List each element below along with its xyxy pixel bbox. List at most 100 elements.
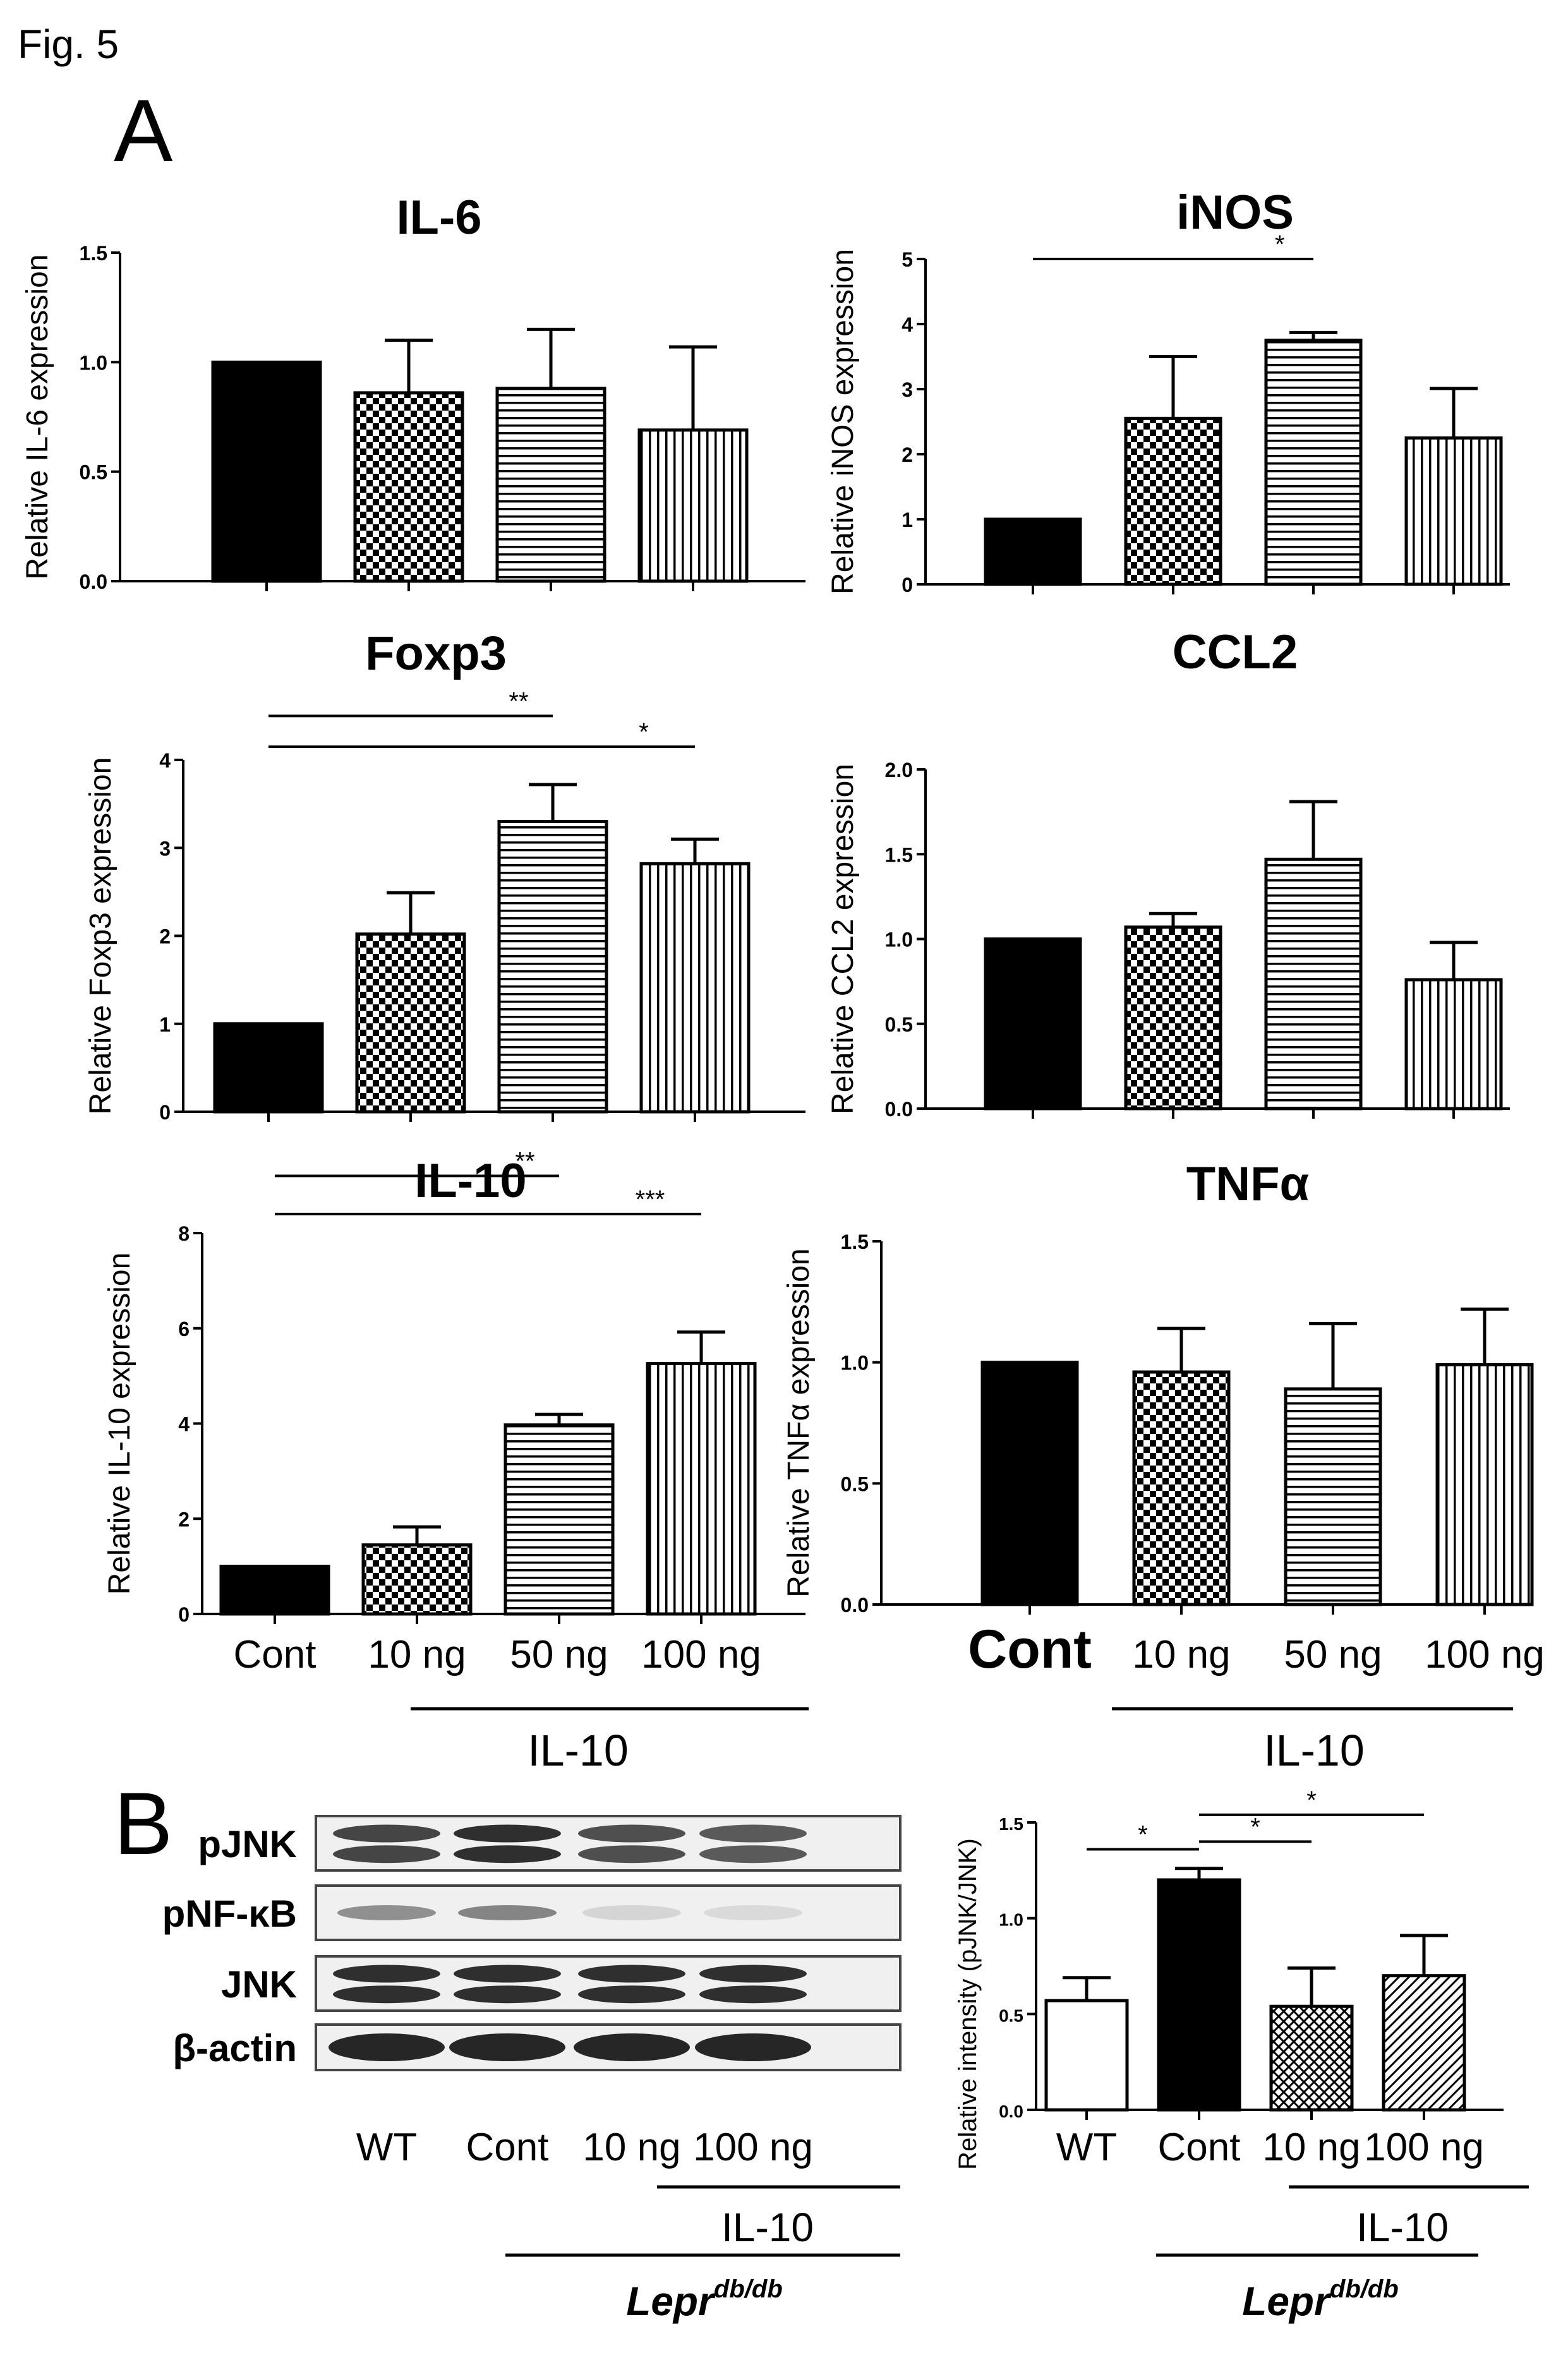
significance-label: *** (636, 1186, 665, 1213)
bar (1264, 857, 1363, 1111)
bar (637, 428, 749, 583)
bar (646, 1362, 757, 1616)
bar (1124, 925, 1222, 1111)
bar (1124, 416, 1222, 586)
blot-band (695, 2033, 811, 2061)
chart-title: IL-6 (396, 191, 481, 244)
category-label: WT (1056, 2126, 1117, 2169)
blot-band (578, 1845, 685, 1863)
quant-genotype-label: Leprdb/db (1242, 2275, 1399, 2324)
y-tick-label: 0 (159, 1101, 171, 1124)
y-tick-label: 1.0 (999, 1910, 1023, 1930)
blot-band (454, 1845, 561, 1863)
chart-title: Foxp3 (365, 627, 507, 680)
blot-strip (315, 1884, 902, 1941)
ccl2-chart: CCL2 Relative CCL2 expression 0.0 0.5 1.0 1.5… (826, 625, 1510, 1121)
y-tick-label: 1.5 (885, 843, 913, 866)
blot-band (458, 1905, 557, 1920)
blot-band (704, 1905, 802, 1920)
blot-band (699, 1845, 807, 1863)
significance-label: ** (515, 1148, 534, 1176)
blot-genotype-label: Leprdb/db (626, 2275, 783, 2324)
y-tick-label: 0.0 (885, 1098, 913, 1121)
bar (504, 1423, 615, 1616)
blot-row-label: pJNK (198, 1823, 297, 1865)
significance-label: ** (509, 687, 528, 715)
y-tick-label: 0.5 (841, 1472, 869, 1495)
y-tick-label: 1 (159, 1013, 171, 1036)
bar (984, 517, 1082, 586)
y-tick-label: 4 (902, 313, 913, 336)
category-label: 50 ng (1284, 1633, 1382, 1677)
y-tick-label: 1.5 (80, 242, 107, 265)
bar (497, 819, 608, 1114)
significance-label: * (1250, 1813, 1260, 1841)
category-label: 100 ng (641, 1633, 761, 1677)
panel-b-label: B (114, 1774, 172, 1873)
bar (355, 932, 466, 1114)
bar (1382, 1974, 1466, 2112)
y-tick-label: 0.0 (999, 2102, 1023, 2121)
category-label: Cont (968, 1619, 1092, 1680)
y-axis-label: Relative CCL2 expression (826, 764, 860, 1114)
y-tick-label: 0 (178, 1603, 190, 1626)
significance-label: * (1138, 1821, 1148, 1848)
bar (211, 360, 322, 583)
blot-lane-label: 10 ng (582, 2126, 680, 2169)
blot-genotype-name: Lepr (626, 2279, 716, 2324)
y-tick-label: 5 (902, 248, 913, 271)
blot-row-label: β-actin (172, 2027, 297, 2069)
y-tick-label: 4 (178, 1413, 190, 1436)
blot-band (333, 1845, 440, 1863)
blot-band (333, 1965, 440, 1983)
blot-band (333, 1824, 440, 1843)
chart-title: IL-10 (414, 1154, 526, 1208)
y-tick-label: 2 (159, 925, 171, 948)
y-tick-label: 3 (159, 837, 171, 860)
category-label: 10 ng (368, 1633, 466, 1677)
panel-a-label: A (114, 81, 173, 180)
category-label: Cont (234, 1633, 317, 1677)
y-tick-label: 2.0 (885, 759, 913, 781)
y-tick-label: 0 (902, 574, 913, 596)
category-label: 10 ng (1132, 1633, 1230, 1677)
bar (1404, 436, 1503, 586)
y-tick-label: 1.0 (841, 1352, 869, 1375)
y-tick-label: 1.0 (80, 351, 107, 374)
bar (1157, 1878, 1241, 2112)
blot-band (578, 1985, 685, 2004)
bar (353, 391, 464, 583)
bar (361, 1543, 473, 1616)
blot-band (337, 1905, 436, 1920)
blot-row-label: JNK (221, 1963, 297, 2006)
y-axis-label: Relative intensity (pJNK/JNK) (954, 1838, 982, 2170)
bar (219, 1565, 330, 1616)
category-label: 50 ng (510, 1633, 608, 1677)
pjnk-ratio-chart: Relative intensity (pJNK/JNK) 0.0 0.5 1.0 1.… (954, 1786, 1504, 2170)
il6-chart: IL-6 Relative IL-6 expression 0.0 0.5 1.0 1.5 (21, 191, 805, 593)
blot-band (329, 2033, 445, 2061)
blot-band (449, 2033, 565, 2061)
blot-band (574, 2033, 690, 2061)
blot-band (454, 1985, 561, 2004)
category-label: 100 ng (1425, 1633, 1545, 1677)
y-tick-label: 1.0 (885, 929, 913, 951)
y-axis-label: Relative Foxp3 expression (84, 757, 118, 1115)
significance-label: * (1275, 231, 1285, 258)
chart-title: TNFα (1186, 1157, 1309, 1211)
bar (495, 387, 606, 583)
y-tick-label: 0.5 (999, 2006, 1023, 2025)
category-label: Cont (1158, 2126, 1241, 2169)
quant-il10-label: IL-10 (1356, 2205, 1449, 2250)
blot-row-label: pNF-κB (162, 1893, 297, 1935)
category-label: 10 ng (1262, 2126, 1360, 2169)
western-blot: pJNK WT Cont 10 ng 100 ng pNF-κB JNK β-actin (162, 1815, 902, 2169)
bar (1404, 978, 1503, 1111)
blot-band (333, 1985, 440, 2004)
y-tick-label: 6 (178, 1318, 190, 1340)
bar (639, 862, 751, 1114)
bar (1264, 339, 1363, 586)
blot-lane-label: WT (356, 2126, 417, 2169)
